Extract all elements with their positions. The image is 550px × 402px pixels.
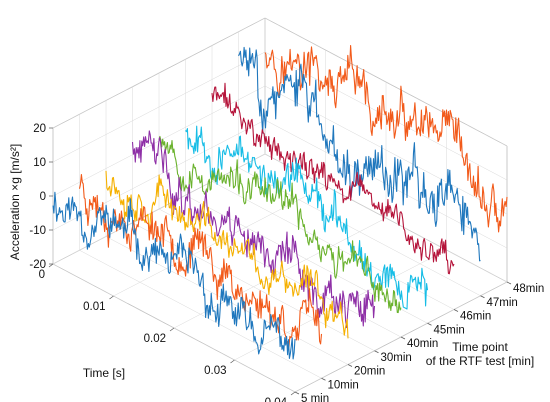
series-line [238, 46, 481, 262]
z-axis-title-line2: of the RTF test [min] [426, 354, 534, 368]
x-tick-label: 0 [39, 269, 45, 281]
z-tick-label: 10min [328, 379, 359, 391]
z-tick-mark [427, 322, 432, 326]
z-tick-mark [294, 391, 300, 395]
z-tick-label: 20min [354, 366, 385, 378]
z-tick-mark [453, 309, 459, 312]
z-tick-label: 46min [460, 311, 491, 323]
x-tick-mark [290, 391, 296, 396]
z-gridline [211, 181, 455, 310]
z-tick-label: 5 min [301, 393, 329, 402]
x-tick-mark [230, 359, 235, 364]
x-tick-label: 0.01 [83, 301, 105, 313]
y-axis-title: Acceleration ×g [m/s²] [8, 144, 22, 260]
z-tick-label: 40min [407, 338, 438, 350]
z-tick-mark [374, 350, 379, 354]
z-gridline [185, 195, 428, 324]
series-line [52, 191, 296, 360]
series-line [105, 170, 349, 339]
series-line [131, 130, 376, 329]
series-line [211, 82, 455, 275]
series-line [158, 135, 402, 314]
z-tick-mark [400, 336, 406, 340]
x-tick-mark [169, 327, 175, 332]
x-tick-label: 0.03 [204, 365, 226, 377]
series-line [78, 174, 323, 348]
z-tick-label: 47min [487, 297, 518, 309]
x-axis-title: Time [s] [83, 366, 125, 380]
z-tick-label: 30min [381, 352, 412, 364]
series-line [185, 125, 429, 310]
x-tick-mark [109, 295, 114, 300]
series-line [264, 44, 508, 233]
z-tick-mark [321, 377, 326, 381]
z-axis-title-line1: Time point [452, 340, 508, 354]
z-tick-mark [480, 295, 485, 299]
z-tick-mark [347, 364, 353, 367]
x-tick-label: 0.04 [265, 397, 288, 402]
series-group [52, 44, 508, 360]
x-tick-mark [48, 263, 54, 268]
z-gridline [79, 250, 322, 379]
z-tick-mark [506, 281, 512, 285]
y-tick-label: 0 [40, 191, 46, 203]
y-tick-label: 20 [33, 123, 46, 135]
z-tick-label: 48min [513, 283, 544, 295]
z-tick-label: 45min [434, 324, 465, 336]
y-tick-label: -10 [29, 225, 46, 237]
x-tick-label: 0.02 [144, 333, 166, 345]
z-gridline [264, 153, 508, 283]
y-tick-label: -20 [29, 259, 46, 271]
y-tick-label: 10 [33, 157, 46, 169]
